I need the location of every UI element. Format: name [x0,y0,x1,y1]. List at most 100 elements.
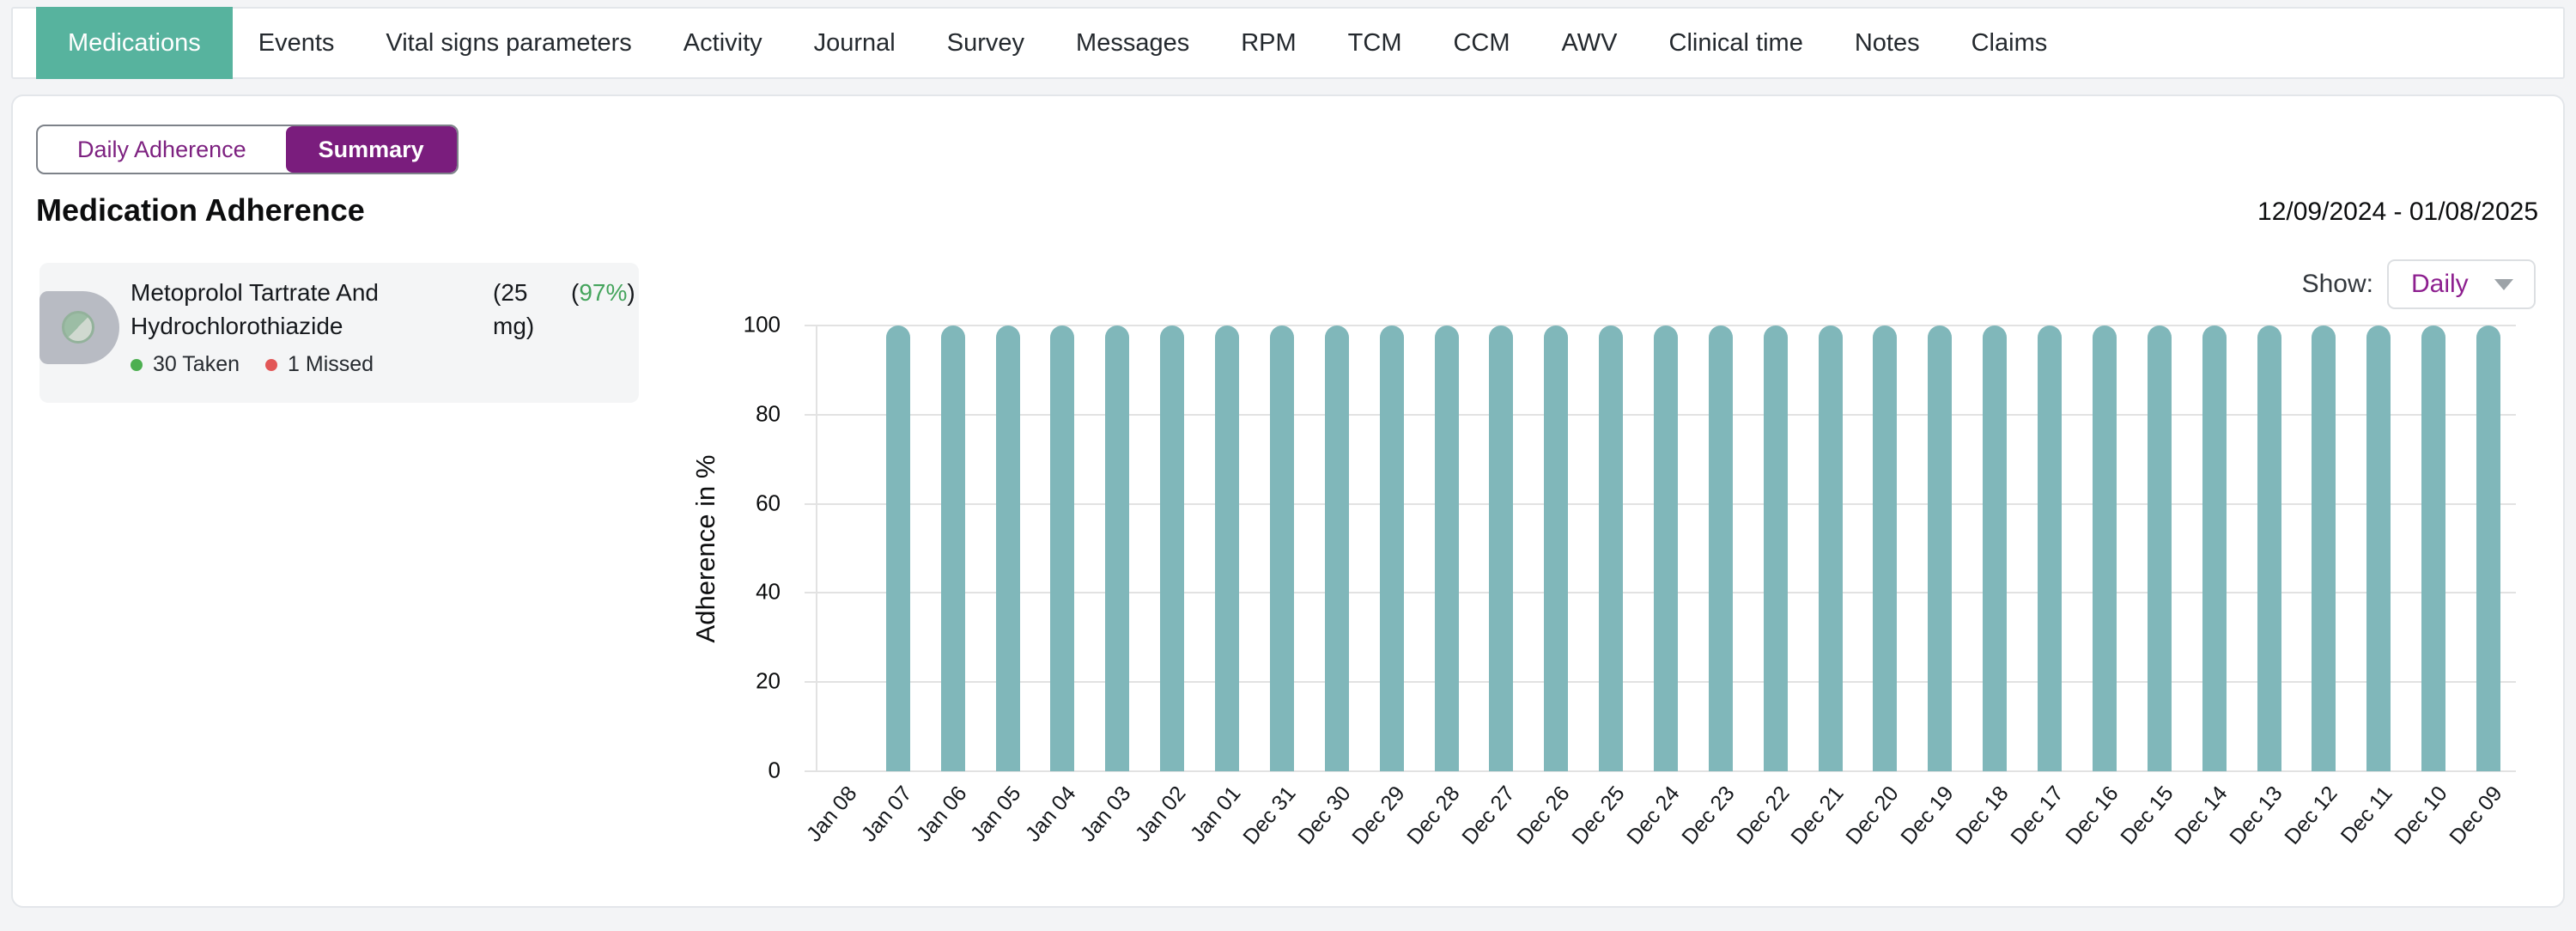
bar-slot-jan-04: Jan 04 [1021,326,1090,846]
view-toggle: Daily Adherence Summary [36,125,459,174]
adherence-bar-dec-10[interactable] [2421,326,2446,771]
x-tick-label-jan-06: Jan 06 [911,782,972,847]
x-tick-label-dec-19: Dec 19 [1896,782,1959,849]
adherence-bar-dec-27[interactable] [1489,326,1514,771]
x-tick-label-dec-16: Dec 16 [2061,782,2123,849]
adherence-bar-dec-19[interactable] [1928,326,1953,771]
nav-tab-tcm[interactable]: TCM [1347,28,1402,57]
adherence-bar-dec-21[interactable] [1818,326,1843,771]
medication-adherence-panel: Daily Adherence Summary Medication Adhere… [11,94,2565,908]
view-toggle-option-summary[interactable]: Summary [285,126,457,173]
x-tick-label-dec-21: Dec 21 [1786,782,1850,849]
adherence-bar-dec-20[interactable] [1873,326,1898,771]
nav-tab-rpm[interactable]: RPM [1241,28,1297,57]
bar-slot-jan-03: Jan 03 [1076,326,1145,846]
adherence-bar-jan-04[interactable] [1050,326,1075,771]
paren-close: ) [627,279,635,306]
adherence-bar-dec-13[interactable] [2257,326,2281,771]
date-range: 12/09/2024 - 01/08/2025 [2257,198,2538,226]
bar-slot-dec-13: Dec 13 [2226,326,2297,849]
x-tick-label-jan-04: Jan 04 [1021,782,1081,847]
nav-tab-activity[interactable]: Activity [683,28,762,57]
bar-slot-jan-05: Jan 05 [966,326,1036,846]
adherence-bar-dec-29[interactable] [1379,326,1404,771]
x-tick-label-dec-11: Dec 11 [2336,782,2397,849]
gridline-0 [805,770,2516,772]
adherence-bar-jan-06[interactable] [940,326,965,771]
view-toggle-option-daily-adherence[interactable]: Daily Adherence [77,136,246,162]
adherence-bar-dec-17[interactable] [2038,326,2063,771]
bar-slot-dec-23: Dec 23 [1677,326,1748,849]
percent-value: 97% [579,279,628,306]
adherence-bar-dec-22[interactable] [1763,326,1788,771]
x-tick-label-dec-25: Dec 25 [1567,782,1630,849]
adherence-bar-jan-07[interactable] [885,326,910,771]
adherence-bar-dec-16[interactable] [2092,326,2117,771]
x-tick-label-jan-08: Jan 08 [801,782,862,847]
adherence-bar-dec-24[interactable] [1653,326,1678,771]
x-tick-label-dec-28: Dec 28 [1402,782,1465,849]
chevron-down-icon [2494,278,2513,290]
bar-slot-dec-15: Dec 15 [2116,326,2187,849]
bar-slot-dec-22: Dec 22 [1732,326,1803,849]
x-tick-label-dec-18: Dec 18 [1951,782,2014,849]
nav-tab-claims[interactable]: Claims [1971,28,2048,57]
adherence-bar-jan-02[interactable] [1160,326,1185,771]
x-tick-label-dec-20: Dec 20 [1841,782,1904,849]
nav-tab-journal[interactable]: Journal [813,28,896,57]
bar-slot-jan-08: Jan 08 [802,326,871,846]
nav-tab-awv[interactable]: AWV [1561,28,1618,57]
y-axis-line [816,326,817,771]
paren-open: ( [571,279,580,306]
pill-icon [39,291,119,364]
adherence-bar-dec-14[interactable] [2202,326,2227,771]
nav-tab-survey[interactable]: Survey [946,28,1025,57]
x-tick-label-jan-07: Jan 07 [856,782,917,847]
show-dropdown[interactable]: Daily [2387,259,2536,309]
bar-slot-dec-11: Dec 11 [2336,326,2406,848]
taken-dot-icon [131,358,143,371]
missed-dot-icon [265,358,278,371]
x-tick-label-dec-23: Dec 23 [1676,782,1740,849]
adherence-bar-dec-26[interactable] [1544,326,1569,771]
x-tick-label-dec-29: Dec 29 [1347,782,1411,849]
bar-slot-jan-01: Jan 01 [1186,326,1255,846]
bar-slot-dec-28: Dec 28 [1403,326,1474,849]
nav-tab-vital-signs-parameters[interactable]: Vital signs parameters [386,28,632,57]
adherence-bar-dec-30[interactable] [1324,326,1349,771]
y-tick-label-80: 80 [756,400,781,427]
adherence-bar-dec-28[interactable] [1434,326,1459,771]
taken-count: 30 Taken [153,352,240,376]
bar-slot-dec-20: Dec 20 [1842,326,1913,849]
adherence-bar-dec-11[interactable] [2366,326,2391,771]
bar-slot-dec-16: Dec 16 [2061,326,2132,849]
nav-tab-medications[interactable]: Medications [36,7,233,79]
bar-slot-dec-21: Dec 21 [1787,326,1858,849]
x-tick-label-jan-05: Jan 05 [966,782,1026,847]
nav-tab-messages[interactable]: Messages [1076,28,1190,57]
adherence-bar-dec-25[interactable] [1599,326,1624,771]
adherence-bar-dec-18[interactable] [1983,326,2008,771]
bar-slot-dec-12: Dec 12 [2281,326,2352,849]
x-tick-label-dec-26: Dec 26 [1512,782,1575,849]
medication-name: Metoprolol Tartrate And Hydrochlorothiaz… [131,279,379,339]
adherence-bar-dec-12[interactable] [2312,326,2336,771]
x-tick-label-dec-31: Dec 31 [1237,782,1301,849]
adherence-bar-dec-23[interactable] [1708,326,1733,771]
adherence-bar-dec-15[interactable] [2147,326,2172,771]
nav-tab-events[interactable]: Events [258,28,335,57]
medication-card[interactable]: Metoprolol Tartrate And Hydrochlorothiaz… [39,263,639,403]
nav-tab-notes[interactable]: Notes [1854,28,1920,57]
bar-slot-jan-02: Jan 02 [1131,326,1200,846]
adherence-bar-jan-01[interactable] [1215,326,1240,771]
adherence-bar-dec-09[interactable] [2476,326,2501,771]
nav-tab-clinical-time[interactable]: Clinical time [1668,28,1803,57]
adherence-bar-jan-03[interactable] [1105,326,1130,771]
nav-tab-ccm[interactable]: CCM [1453,28,1510,57]
bar-slot-dec-30: Dec 30 [1293,326,1364,849]
medication-dose: (25 mg) [493,279,535,339]
adherence-bar-dec-31[interactable] [1269,326,1294,771]
show-dropdown-value: Daily [2411,270,2469,298]
adherence-bar-jan-05[interactable] [995,326,1020,771]
bar-slot-dec-09: Dec 09 [2445,326,2516,849]
